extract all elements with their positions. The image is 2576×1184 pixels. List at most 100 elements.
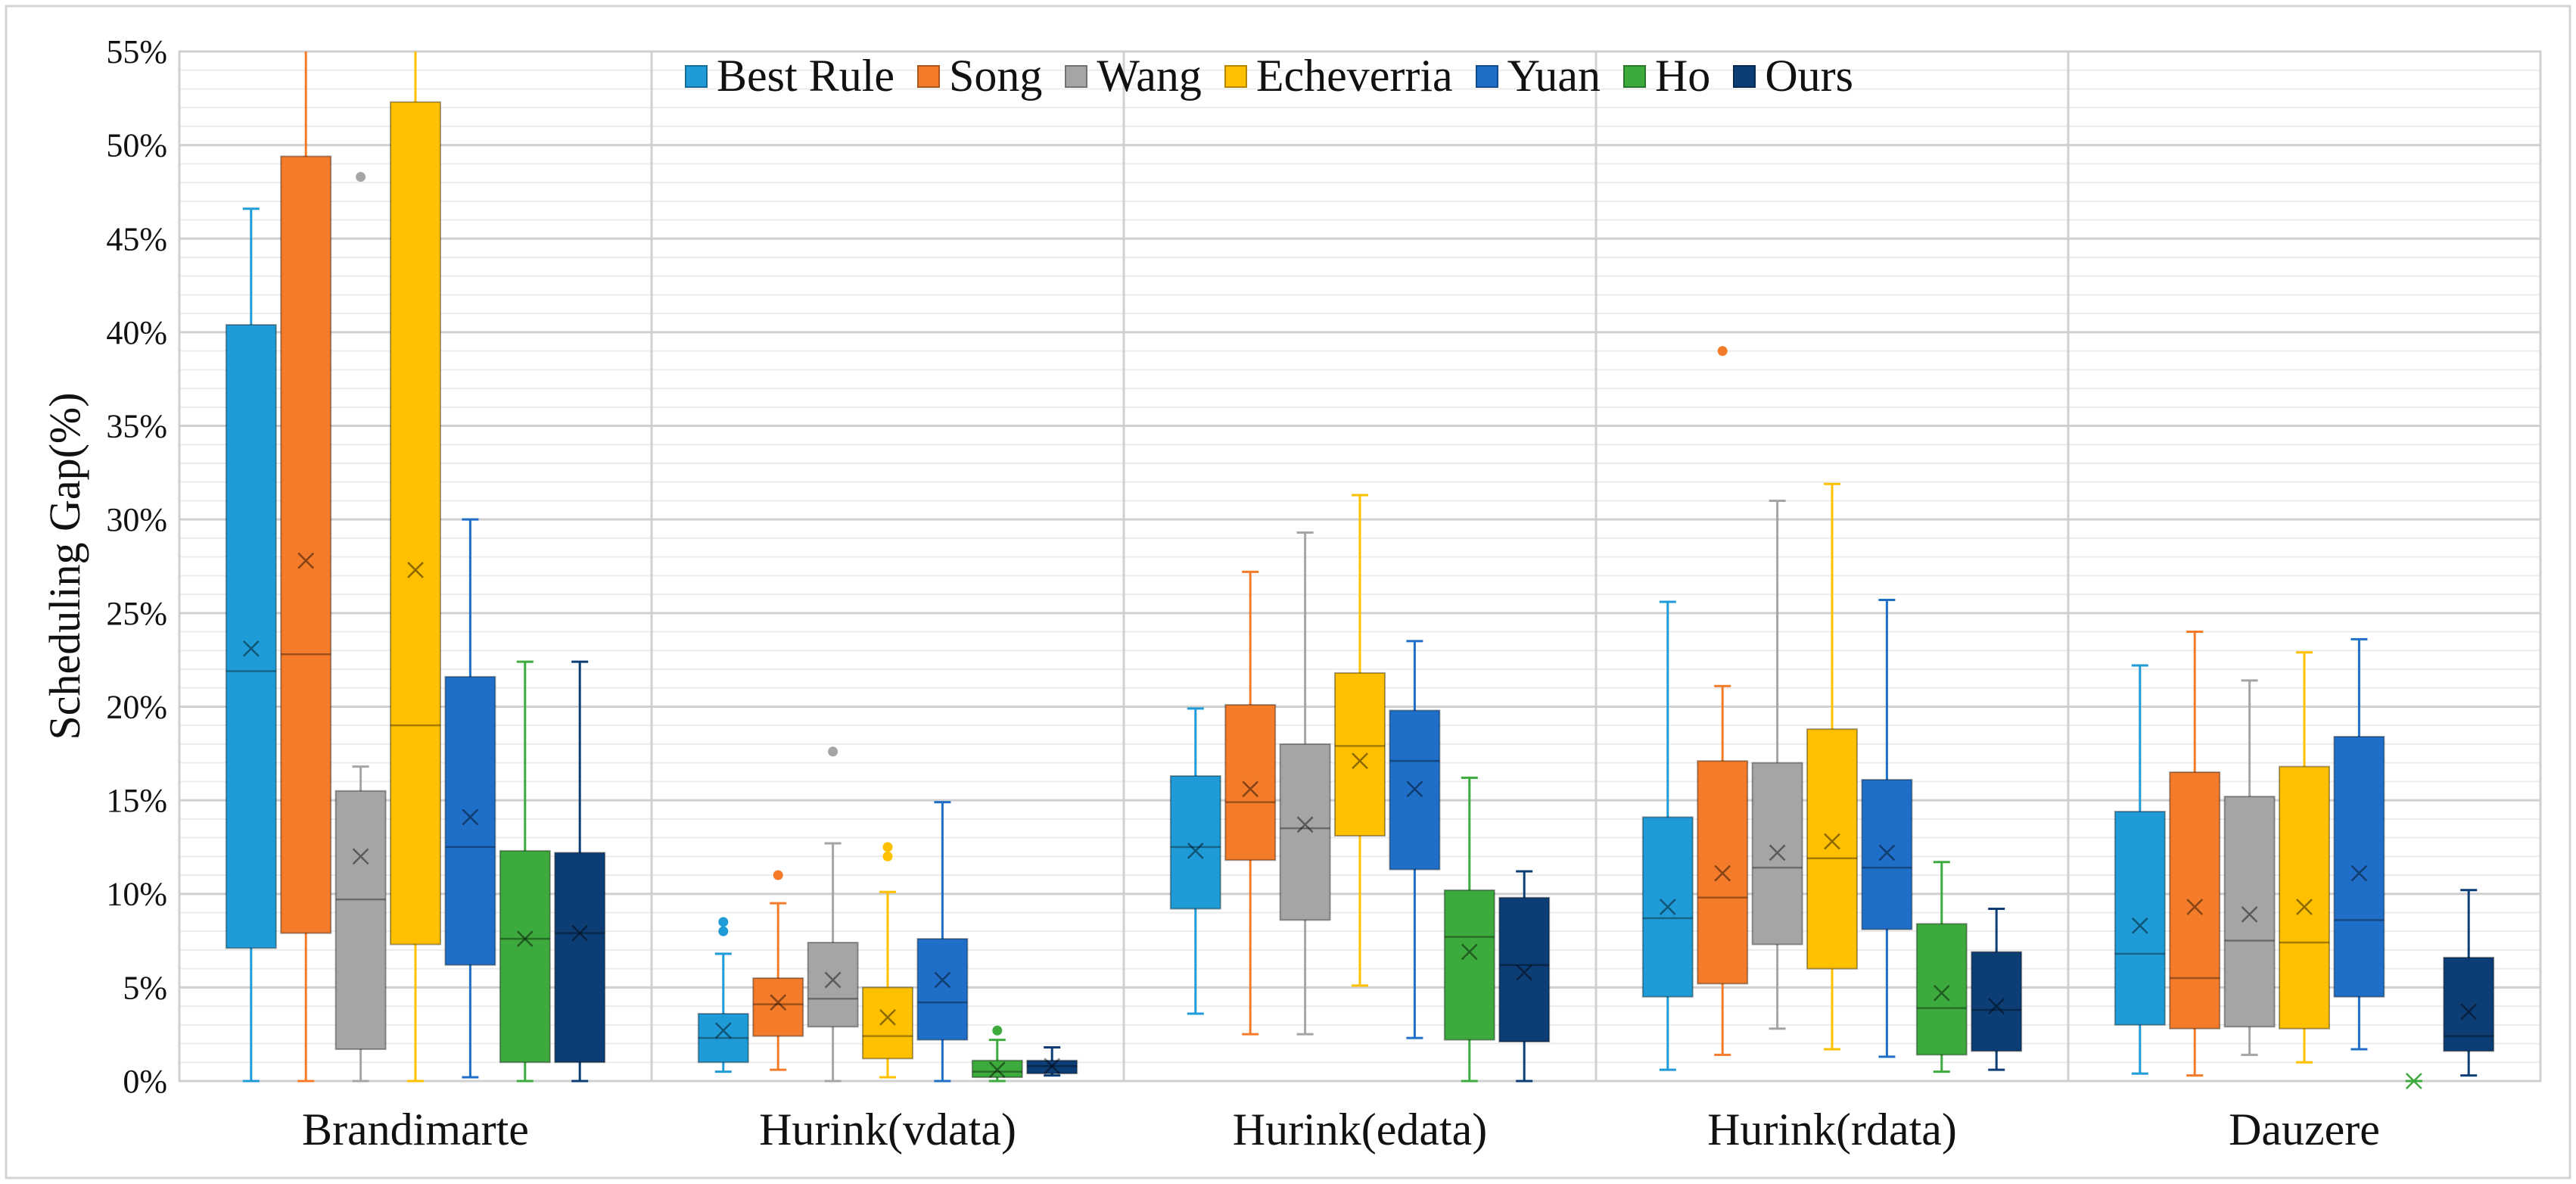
x-category-label: Hurink(rdata) (1707, 1105, 1957, 1154)
mean-marker (770, 994, 787, 1011)
mean-marker (2460, 1003, 2478, 1020)
y-axis-label: Scheduling Gap(%) (40, 392, 89, 740)
box (1224, 703, 1277, 862)
mean-marker (1933, 984, 1950, 1002)
x-category-label: Hurink(vdata) (759, 1105, 1016, 1154)
legend-swatch (685, 64, 708, 88)
plot-area (178, 50, 2542, 1083)
legend-swatch (917, 64, 940, 88)
x-category-label: Dauzere (2229, 1105, 2380, 1154)
mean-marker (242, 640, 260, 657)
legend-label: Ho (1654, 51, 1711, 101)
box (1498, 896, 1551, 1043)
mean-marker (1296, 816, 1314, 833)
legend-label: Song (949, 51, 1043, 101)
box (2333, 736, 2385, 998)
y-tick-label: 35% (106, 408, 167, 445)
box (1641, 816, 1694, 998)
box (697, 1012, 749, 1064)
box (1334, 671, 1386, 837)
mean-marker (1044, 1058, 1061, 1075)
box (1806, 728, 1858, 970)
box (444, 675, 496, 966)
box (2223, 796, 2276, 1028)
mean-marker (407, 562, 424, 578)
outlier-point (992, 1025, 1003, 1036)
box (1279, 743, 1331, 921)
y-tick-label: 30% (106, 501, 167, 538)
box (807, 942, 859, 1028)
y-tick-label: 10% (106, 876, 167, 913)
mean-marker (1714, 865, 1731, 882)
legend-label: Ours (1765, 51, 1853, 101)
mean-marker (824, 971, 842, 989)
box (2169, 771, 2221, 1030)
box (499, 849, 551, 1064)
box (1861, 778, 1913, 930)
box (1971, 951, 2023, 1052)
mean-marker (1187, 842, 1204, 859)
mean-marker (462, 809, 479, 826)
box (1389, 709, 1441, 871)
outlier-point (718, 926, 729, 936)
legend-item: Song (917, 50, 1042, 102)
mean-marker (1406, 781, 1423, 798)
box (1697, 760, 1749, 985)
legend-item: Ho (1622, 50, 1711, 102)
box (1443, 889, 1495, 1041)
mean-marker (1659, 899, 1676, 915)
mean-marker (2131, 917, 2148, 934)
legend-item: Best Rule (685, 50, 894, 102)
mean-marker (516, 930, 534, 947)
y-tick-label: 20% (106, 688, 167, 725)
mean-marker (1988, 998, 2005, 1014)
mean-marker (2186, 899, 2204, 915)
x-category-label: Hurink(edata) (1233, 1105, 1488, 1154)
box (1169, 774, 1221, 910)
legend-item: Wang (1065, 50, 1202, 102)
y-tick-label: 55% (106, 33, 167, 70)
legend-label: Yuan (1507, 51, 1601, 101)
box (2279, 765, 2330, 1030)
x-category-label: Brandimarte (302, 1105, 529, 1154)
mean-marker (2296, 899, 2313, 915)
outlier-point (828, 746, 838, 757)
mean-marker (879, 1009, 896, 1026)
legend-swatch (1224, 64, 1247, 88)
figure-border (5, 5, 2571, 1179)
legend-label: Echeverria (1255, 51, 1453, 101)
mean-marker (988, 1061, 1006, 1079)
chart-legend: Best Rule Song Wang Echeverria Yuan Ho Ours (685, 50, 1876, 102)
mean-marker (1352, 752, 1368, 770)
outlier-point (773, 870, 783, 880)
box (916, 938, 969, 1041)
legend-swatch (1733, 64, 1756, 88)
box (1915, 923, 1968, 1056)
mean-marker (2350, 865, 2368, 882)
legend-label: Best Rule (717, 51, 894, 101)
y-tick-label: 40% (106, 314, 167, 351)
box (971, 1059, 1023, 1079)
box (2114, 810, 2166, 1026)
box (862, 986, 913, 1060)
legend-swatch (1065, 64, 1088, 88)
legend-item: Ours (1733, 50, 1853, 102)
mean-marker (2241, 906, 2258, 923)
mean-marker (1769, 844, 1786, 862)
box (280, 155, 332, 934)
legend-label: Wang (1097, 51, 1202, 101)
mean-marker (1461, 943, 1478, 961)
mean-marker (934, 971, 951, 989)
box (225, 324, 277, 949)
mean-marker (1878, 844, 1896, 862)
legend-item: Yuan (1475, 50, 1601, 102)
y-tick-label: 45% (106, 220, 167, 257)
y-tick-label: 0% (123, 1063, 167, 1100)
mean-marker (1516, 964, 1533, 981)
y-tick-label: 25% (106, 595, 167, 632)
box (554, 852, 606, 1064)
box (1026, 1059, 1078, 1075)
box (752, 977, 804, 1037)
